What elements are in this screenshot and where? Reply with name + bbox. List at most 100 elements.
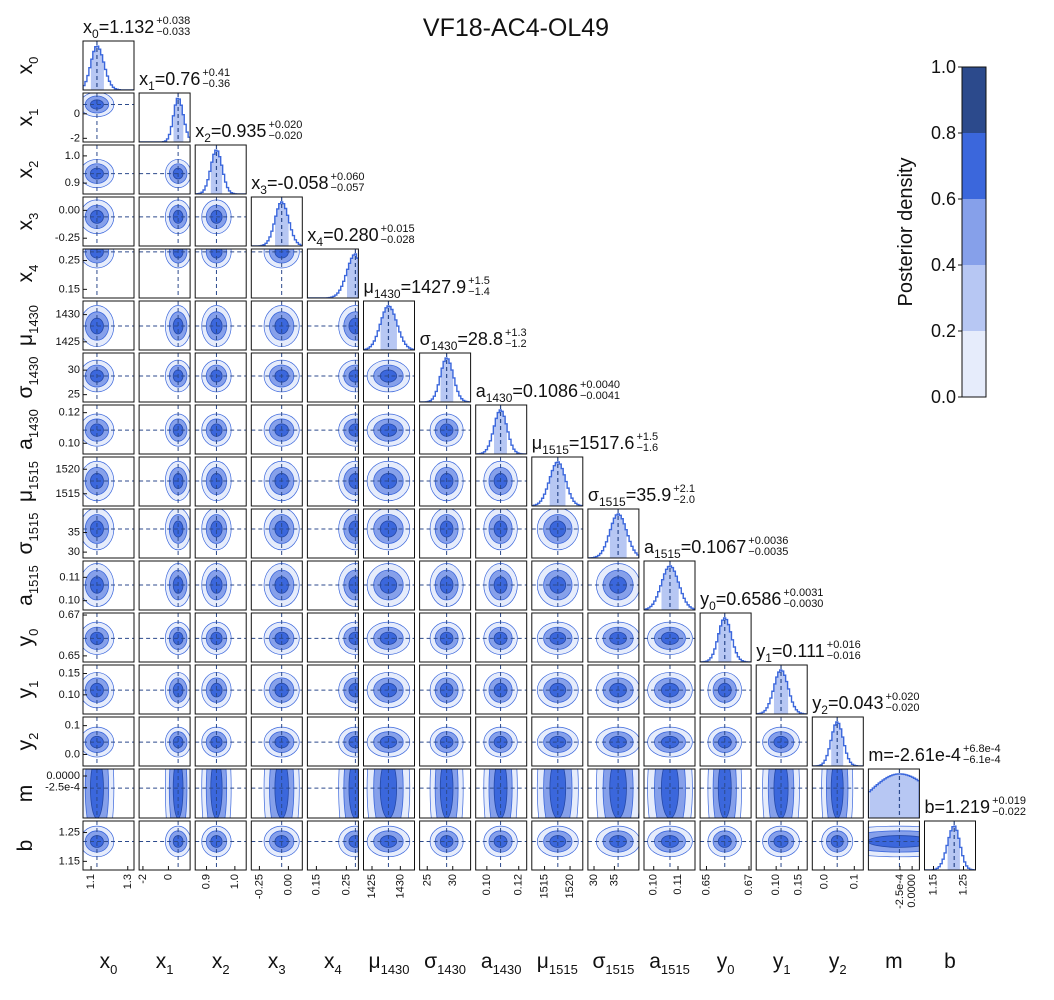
x-tick-label: -2.5e-4 — [894, 874, 906, 909]
colorbar-tick-label: 0.4 — [931, 255, 956, 275]
panel — [363, 821, 415, 870]
panel-frame — [194, 404, 247, 455]
x-axis-label: x4 — [324, 950, 342, 977]
panel — [419, 561, 471, 610]
x-tick-label: 0.00 — [282, 874, 294, 895]
panel — [195, 717, 247, 766]
panel — [251, 457, 303, 506]
y-axis-label-subscript: 4 — [26, 265, 41, 272]
estimate-title-subscript: 0 — [92, 27, 99, 41]
estimate-title: x3=-0.058 — [251, 173, 328, 197]
estimate-plus: +1.3 — [505, 327, 527, 339]
x-tick-label: -0.25 — [253, 874, 265, 899]
panel — [700, 665, 752, 714]
panel — [83, 93, 134, 142]
panel — [700, 717, 752, 766]
panel-frame — [699, 664, 752, 715]
panel — [139, 509, 191, 558]
estimate-value: =-0.058 — [267, 173, 329, 193]
estimate-title: y2=0.043 — [812, 693, 883, 717]
panel — [587, 509, 639, 558]
panel — [419, 353, 471, 402]
panel — [475, 405, 527, 454]
estimate-title-subscript: 3 — [260, 183, 267, 197]
panel-frame — [138, 508, 191, 559]
x-axis-label-symbol: σ — [424, 950, 437, 973]
panel-frame — [419, 404, 472, 455]
panel — [195, 457, 247, 506]
y-axis-label: x0 — [14, 57, 41, 75]
estimate-title-symbol: x — [83, 17, 92, 37]
panel — [531, 509, 583, 558]
estimate-value: =0.280 — [323, 225, 379, 245]
panel — [251, 821, 303, 870]
panel — [83, 561, 134, 610]
x-tick-label: 1425 — [366, 874, 378, 898]
panel — [363, 405, 415, 454]
x-axis-label: b — [944, 950, 956, 973]
y-tick-label: -2.5e-4 — [45, 782, 80, 794]
x-axis-label: x1 — [156, 950, 174, 977]
panel — [195, 769, 247, 818]
estimate-title-subscript: 4 — [316, 235, 323, 249]
panel — [307, 613, 359, 662]
panel-frame — [363, 560, 415, 611]
y-tick-label: 35 — [68, 527, 80, 539]
panel — [83, 665, 134, 714]
y-axis-label-subscript: 3 — [26, 213, 41, 220]
panel — [83, 613, 134, 662]
estimate-title-subscript: 1 — [765, 651, 772, 665]
y-axis-label: m — [14, 785, 37, 803]
x-axis-label-symbol: x — [100, 950, 111, 973]
x-tick-label: 0.11 — [672, 874, 684, 895]
estimate-plus: +6.8e-4 — [963, 743, 1001, 755]
estimate-value: =35.9 — [626, 485, 672, 505]
panel-frame — [82, 612, 135, 663]
x-axis-label-subscript: 0 — [110, 962, 117, 977]
colorbar-band — [962, 265, 986, 331]
estimate-minus: −0.022 — [992, 806, 1026, 818]
panel-frame — [475, 664, 528, 715]
y-tick-label: 0.12 — [59, 407, 80, 419]
panel — [307, 353, 359, 402]
y-axis-label-symbol: x — [14, 167, 37, 178]
panel-frame — [643, 612, 696, 663]
x-axis-label-symbol: y — [773, 950, 784, 973]
panel — [756, 717, 808, 766]
y-tick-label: 0.11 — [59, 571, 80, 583]
x-tick-label: 0.67 — [743, 874, 755, 895]
panel-frame — [419, 820, 472, 871]
credible-interval — [440, 357, 454, 402]
panel-frame — [306, 716, 359, 767]
panel-frame — [82, 144, 135, 195]
panel — [307, 717, 359, 766]
panel — [195, 301, 247, 350]
y-axis-label: x4 — [14, 265, 41, 283]
y-axis-label-subscript: 1 — [26, 109, 41, 116]
panel-frame — [306, 560, 359, 611]
estimate-value: =28.8 — [457, 329, 503, 349]
colorbar-tick-label: 1.0 — [931, 57, 956, 77]
x-axis-label-symbol: a — [481, 950, 493, 973]
estimate-title: b=1.219 — [925, 797, 991, 817]
panel — [644, 769, 695, 818]
estimate-minus: −0.36 — [202, 78, 230, 90]
marginal-histogram — [644, 565, 695, 610]
estimate-minus: −6.1e-4 — [963, 754, 1001, 766]
panel — [139, 769, 191, 818]
panel — [363, 301, 415, 350]
colorbar-band — [962, 133, 986, 199]
colorbar-tick-label: 0.0 — [931, 387, 956, 407]
x-axis-label: x2 — [212, 950, 230, 977]
panel — [475, 665, 527, 714]
estimate-minus: −0.0030 — [783, 598, 823, 610]
panel-frame — [587, 612, 640, 663]
colorbar-tick-label: 0.8 — [931, 123, 956, 143]
panel-frame — [82, 352, 135, 403]
estimate-minus: −0.020 — [268, 130, 302, 142]
credible-interval — [661, 565, 679, 610]
y-tick-label: 1.0 — [65, 150, 80, 162]
y-axis-label: σ1430 — [14, 357, 41, 399]
estimate-title-symbol: x — [307, 225, 316, 245]
panel — [531, 717, 583, 766]
